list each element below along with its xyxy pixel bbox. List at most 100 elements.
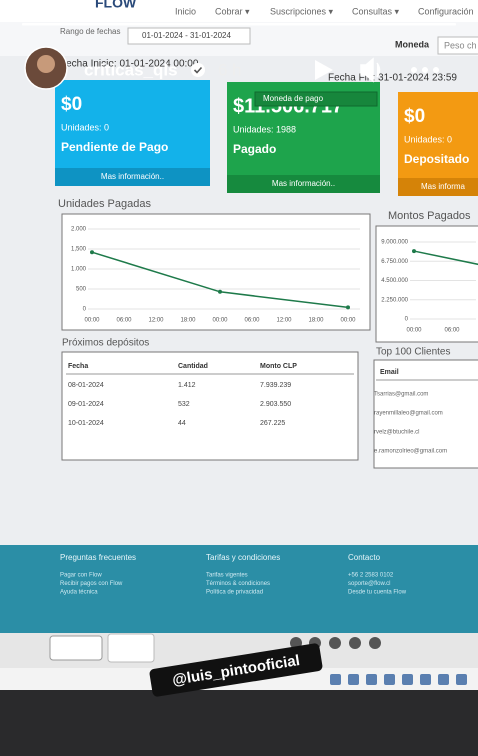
y-tick-label: 6.750.000 — [381, 259, 408, 265]
table-cell: 2.903.550 — [260, 401, 291, 408]
taskbar-icon — [348, 674, 359, 685]
card-label: Pendiente de Pago — [61, 140, 168, 154]
data-line — [413, 250, 478, 266]
footer-link: Desde tu cuenta Flow — [348, 590, 407, 596]
table-cell: 08-01-2024 — [68, 382, 104, 389]
footer-link: Política de privacidad — [206, 590, 263, 596]
badge-logo — [49, 635, 103, 661]
mention-bg — [149, 643, 323, 697]
taskbar-icon — [438, 674, 449, 685]
footer-link: Ayuda técnica — [60, 590, 98, 596]
table-title: Top 100 Clientes — [376, 347, 451, 358]
table-header: Monto CLP — [260, 363, 297, 370]
start-date: Fecha Inicio: 01-01-2024 00:00 — [60, 59, 199, 70]
card-footer — [55, 168, 210, 186]
card-footer — [398, 178, 478, 196]
table-cell: 44 — [178, 420, 186, 427]
x-tick-label: 18:00 — [180, 318, 196, 324]
footer-link: Recibir pagos con Flow — [60, 581, 123, 587]
card-label: Depositado — [404, 152, 469, 166]
table-box — [61, 351, 359, 461]
chart-title: Montos Pagados — [388, 210, 471, 222]
data-point — [90, 250, 94, 255]
footer-link: soporte@flow.cl — [348, 581, 390, 587]
y-tick-label: 0 — [405, 317, 409, 323]
table-cell: 532 — [178, 401, 190, 408]
logo: FLOW — [95, 0, 137, 11]
footer-link: Tarifas vigentes — [206, 573, 248, 579]
table-header: Email — [380, 369, 399, 376]
x-tick-label: 12:00 — [276, 318, 292, 324]
play-icon — [315, 60, 333, 80]
more-dot — [422, 67, 428, 73]
taskbar-icon — [402, 674, 413, 685]
chart-box — [375, 225, 478, 343]
social-icon — [369, 637, 381, 649]
x-tick-label: 18:00 — [308, 318, 324, 324]
currency-select — [254, 91, 378, 107]
card-more: Mas información.. — [101, 172, 164, 181]
table-cell: 1.412 — [178, 382, 196, 389]
story-time: 6 h — [218, 60, 242, 79]
card-footer — [227, 175, 380, 193]
table-title: Próximos depósitos — [62, 338, 149, 349]
table-cell: 09-01-2024 — [68, 401, 104, 408]
card-more: Mas informa — [421, 182, 466, 191]
data-point — [346, 305, 350, 310]
footer-link: Pagar con Flow — [60, 573, 102, 579]
table-cell: e.ramonzolrieo@gmail.com — [374, 449, 447, 455]
x-tick-label: 06:00 — [244, 318, 260, 324]
progress-bar — [22, 23, 456, 26]
y-tick-label: 1,500 — [71, 247, 87, 253]
y-tick-label: 2.250.000 — [381, 297, 408, 303]
y-tick-label: 1.000 — [71, 267, 87, 273]
card-amount: $0 — [404, 106, 425, 127]
taskbar-icon — [384, 674, 395, 685]
card-units: Unidades: 0 — [61, 122, 109, 132]
y-tick-label: 2.000 — [71, 227, 87, 233]
nav-bar — [0, 0, 478, 22]
taskbar-icon — [366, 674, 377, 685]
currency-label: Moneda — [395, 39, 430, 49]
range-label: Rango de fechas — [60, 27, 121, 36]
story-user: criticas_qls — [84, 60, 178, 79]
card-units: Unidades: 0 — [404, 134, 452, 144]
currency-input — [437, 36, 478, 55]
data-point — [412, 249, 416, 254]
card-more: Mas información.. — [272, 179, 335, 188]
nav-item: Inicio — [175, 6, 196, 16]
social-icon — [349, 637, 361, 649]
date-input — [127, 27, 251, 45]
table-cell: rvelz@btuchile.cl — [374, 430, 419, 436]
data-point — [218, 289, 222, 294]
table-cell: Tsarrias@gmail.com — [374, 392, 428, 398]
chart-title: Unidades Pagadas — [58, 198, 151, 210]
chart-box — [61, 213, 371, 331]
currency: Peso ch — [444, 40, 477, 50]
x-tick-label: 06:00 — [116, 318, 132, 324]
nav-item: Cobrar ▾ — [215, 6, 250, 16]
footer-heading: Preguntas frecuentes — [60, 553, 136, 562]
table-cell: 10-01-2024 — [68, 420, 104, 427]
y-tick-label: 500 — [76, 287, 87, 293]
nav-item: Configuración — [418, 6, 474, 16]
y-tick-label: 4.500.000 — [381, 278, 408, 284]
taskbar-icon — [330, 674, 341, 685]
x-tick-label: 00:00 — [340, 318, 356, 324]
x-tick-label: 00:00 — [84, 318, 100, 324]
date-range: 01-01-2024 - 31-01-2024 — [142, 31, 232, 40]
card-label: Pagado — [233, 142, 276, 156]
x-tick-label: 00:00 — [406, 328, 422, 334]
y-tick-label: 0 — [83, 307, 87, 313]
footer — [0, 545, 478, 633]
monitor-bezel — [0, 690, 478, 756]
more-dot — [433, 67, 439, 73]
x-tick-label: 06:00 — [444, 328, 460, 334]
taskbar-icon — [420, 674, 431, 685]
verified-check — [193, 66, 203, 74]
x-tick-label: 12:00 — [148, 318, 164, 324]
footer-heading: Contacto — [348, 553, 381, 562]
footer-link: +56 2 2583 0102 — [348, 573, 394, 579]
avatar-face — [37, 55, 55, 73]
